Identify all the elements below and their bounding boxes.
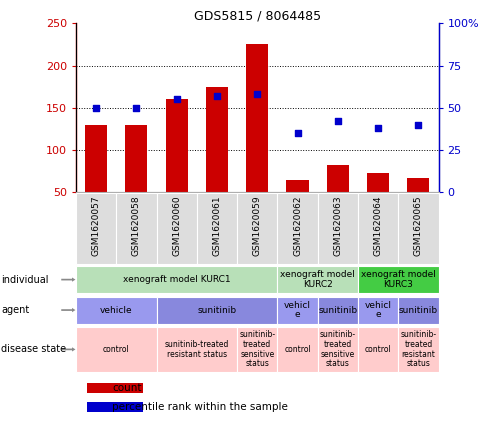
Text: sunitinib-treated
resistant status: sunitinib-treated resistant status: [165, 340, 229, 359]
Text: individual: individual: [1, 275, 49, 285]
Bar: [358, 193, 398, 264]
Text: xenograft model
KURC2: xenograft model KURC2: [280, 270, 355, 289]
Point: [132, 104, 140, 111]
Bar: [318, 327, 358, 372]
Bar: [318, 193, 358, 264]
Bar: [206, 87, 228, 192]
Point: [92, 104, 100, 111]
Point: [415, 121, 422, 128]
Text: xenograft model KURC1: xenograft model KURC1: [123, 275, 230, 284]
Bar: [85, 125, 107, 192]
Text: disease state: disease state: [1, 344, 66, 354]
Text: control: control: [365, 345, 392, 354]
Text: GSM1620061: GSM1620061: [213, 195, 221, 256]
Bar: [318, 297, 358, 324]
Bar: [277, 193, 318, 264]
Text: vehicl
e: vehicl e: [284, 301, 311, 319]
Point: [213, 93, 221, 99]
Bar: [398, 193, 439, 264]
Bar: [398, 297, 439, 324]
Text: sunitinib-
treated
resistant
status: sunitinib- treated resistant status: [400, 330, 437, 368]
Bar: [358, 266, 439, 293]
Bar: [398, 327, 439, 372]
Point: [334, 118, 342, 125]
Bar: [246, 44, 269, 192]
Text: vehicl
e: vehicl e: [365, 301, 392, 319]
Text: percentile rank within the sample: percentile rank within the sample: [112, 402, 288, 412]
Text: GSM1620062: GSM1620062: [293, 195, 302, 256]
Bar: [116, 193, 156, 264]
Text: sunitinib: sunitinib: [197, 305, 237, 315]
Text: agent: agent: [1, 305, 29, 315]
Bar: [76, 297, 156, 324]
Bar: [156, 297, 277, 324]
Bar: [156, 193, 197, 264]
Bar: [166, 99, 188, 192]
Text: xenograft model
KURC3: xenograft model KURC3: [361, 270, 436, 289]
Bar: [197, 193, 237, 264]
Bar: [327, 165, 349, 192]
Bar: [87, 402, 143, 412]
Text: GSM1620060: GSM1620060: [172, 195, 181, 256]
Text: GSM1620064: GSM1620064: [373, 195, 383, 256]
Bar: [407, 178, 430, 192]
Bar: [87, 383, 143, 393]
Bar: [358, 327, 398, 372]
Text: GSM1620063: GSM1620063: [333, 195, 343, 256]
Point: [374, 125, 382, 132]
Point: [173, 96, 181, 103]
Bar: [367, 173, 389, 192]
Bar: [76, 327, 156, 372]
Bar: [287, 180, 309, 192]
Bar: [277, 266, 358, 293]
Text: sunitinib-
treated
sensitive
status: sunitinib- treated sensitive status: [239, 330, 275, 368]
Text: control: control: [284, 345, 311, 354]
Text: GSM1620065: GSM1620065: [414, 195, 423, 256]
Bar: [76, 266, 277, 293]
Point: [294, 130, 301, 137]
Text: sunitinib-
treated
sensitive
status: sunitinib- treated sensitive status: [320, 330, 356, 368]
Text: sunitinib: sunitinib: [318, 305, 357, 315]
Text: GSM1620059: GSM1620059: [253, 195, 262, 256]
Text: count: count: [112, 383, 142, 393]
Bar: [76, 193, 116, 264]
Bar: [277, 327, 318, 372]
Bar: [358, 297, 398, 324]
Bar: [277, 297, 318, 324]
Text: sunitinib: sunitinib: [399, 305, 438, 315]
Text: GSM1620057: GSM1620057: [92, 195, 100, 256]
Point: [253, 91, 261, 98]
Bar: [156, 327, 237, 372]
Bar: [125, 125, 147, 192]
Text: GSM1620058: GSM1620058: [132, 195, 141, 256]
Title: GDS5815 / 8064485: GDS5815 / 8064485: [194, 9, 321, 22]
Text: control: control: [103, 345, 130, 354]
Bar: [237, 193, 277, 264]
Text: vehicle: vehicle: [100, 305, 133, 315]
Bar: [237, 327, 277, 372]
